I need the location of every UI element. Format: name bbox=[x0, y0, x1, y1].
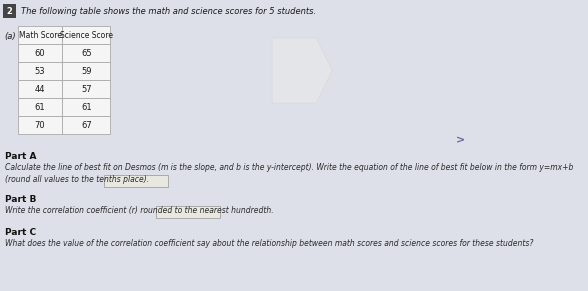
FancyBboxPatch shape bbox=[3, 4, 16, 18]
FancyBboxPatch shape bbox=[18, 80, 62, 98]
Text: 61: 61 bbox=[35, 102, 45, 111]
FancyBboxPatch shape bbox=[62, 26, 111, 44]
FancyBboxPatch shape bbox=[62, 80, 111, 98]
Text: 65: 65 bbox=[81, 49, 92, 58]
FancyBboxPatch shape bbox=[62, 116, 111, 134]
Text: 67: 67 bbox=[81, 120, 92, 129]
Text: Math Score: Math Score bbox=[19, 31, 62, 40]
FancyBboxPatch shape bbox=[62, 44, 111, 62]
FancyBboxPatch shape bbox=[62, 62, 111, 80]
Text: What does the value of the correlation coefficient say about the relationship be: What does the value of the correlation c… bbox=[5, 239, 533, 248]
Text: Part A: Part A bbox=[5, 152, 36, 161]
FancyBboxPatch shape bbox=[156, 206, 220, 218]
Text: (a): (a) bbox=[5, 32, 16, 41]
Text: Write the correlation coefficient (r) rounded to the nearest hundredth.: Write the correlation coefficient (r) ro… bbox=[5, 206, 273, 215]
Text: Calculate the line of best fit on Desmos (m is the slope, and b is the y-interce: Calculate the line of best fit on Desmos… bbox=[5, 163, 573, 172]
Text: 70: 70 bbox=[35, 120, 45, 129]
Text: 53: 53 bbox=[35, 67, 45, 75]
FancyBboxPatch shape bbox=[18, 116, 62, 134]
Text: Science Score: Science Score bbox=[60, 31, 113, 40]
FancyBboxPatch shape bbox=[18, 98, 62, 116]
Text: Part B: Part B bbox=[5, 195, 36, 204]
Text: >: > bbox=[456, 135, 465, 145]
Text: 61: 61 bbox=[81, 102, 92, 111]
FancyBboxPatch shape bbox=[18, 26, 62, 44]
Text: 44: 44 bbox=[35, 84, 45, 93]
Text: The following table shows the math and science scores for 5 students.: The following table shows the math and s… bbox=[21, 6, 316, 15]
Text: (round all values to the tenths place).: (round all values to the tenths place). bbox=[5, 175, 149, 184]
Text: 59: 59 bbox=[81, 67, 92, 75]
Text: 2: 2 bbox=[6, 8, 12, 17]
FancyBboxPatch shape bbox=[62, 98, 111, 116]
Text: 60: 60 bbox=[35, 49, 45, 58]
FancyBboxPatch shape bbox=[18, 62, 62, 80]
Text: Part C: Part C bbox=[5, 228, 36, 237]
FancyBboxPatch shape bbox=[18, 44, 62, 62]
Polygon shape bbox=[272, 38, 332, 103]
FancyBboxPatch shape bbox=[104, 175, 168, 187]
Text: 57: 57 bbox=[81, 84, 92, 93]
